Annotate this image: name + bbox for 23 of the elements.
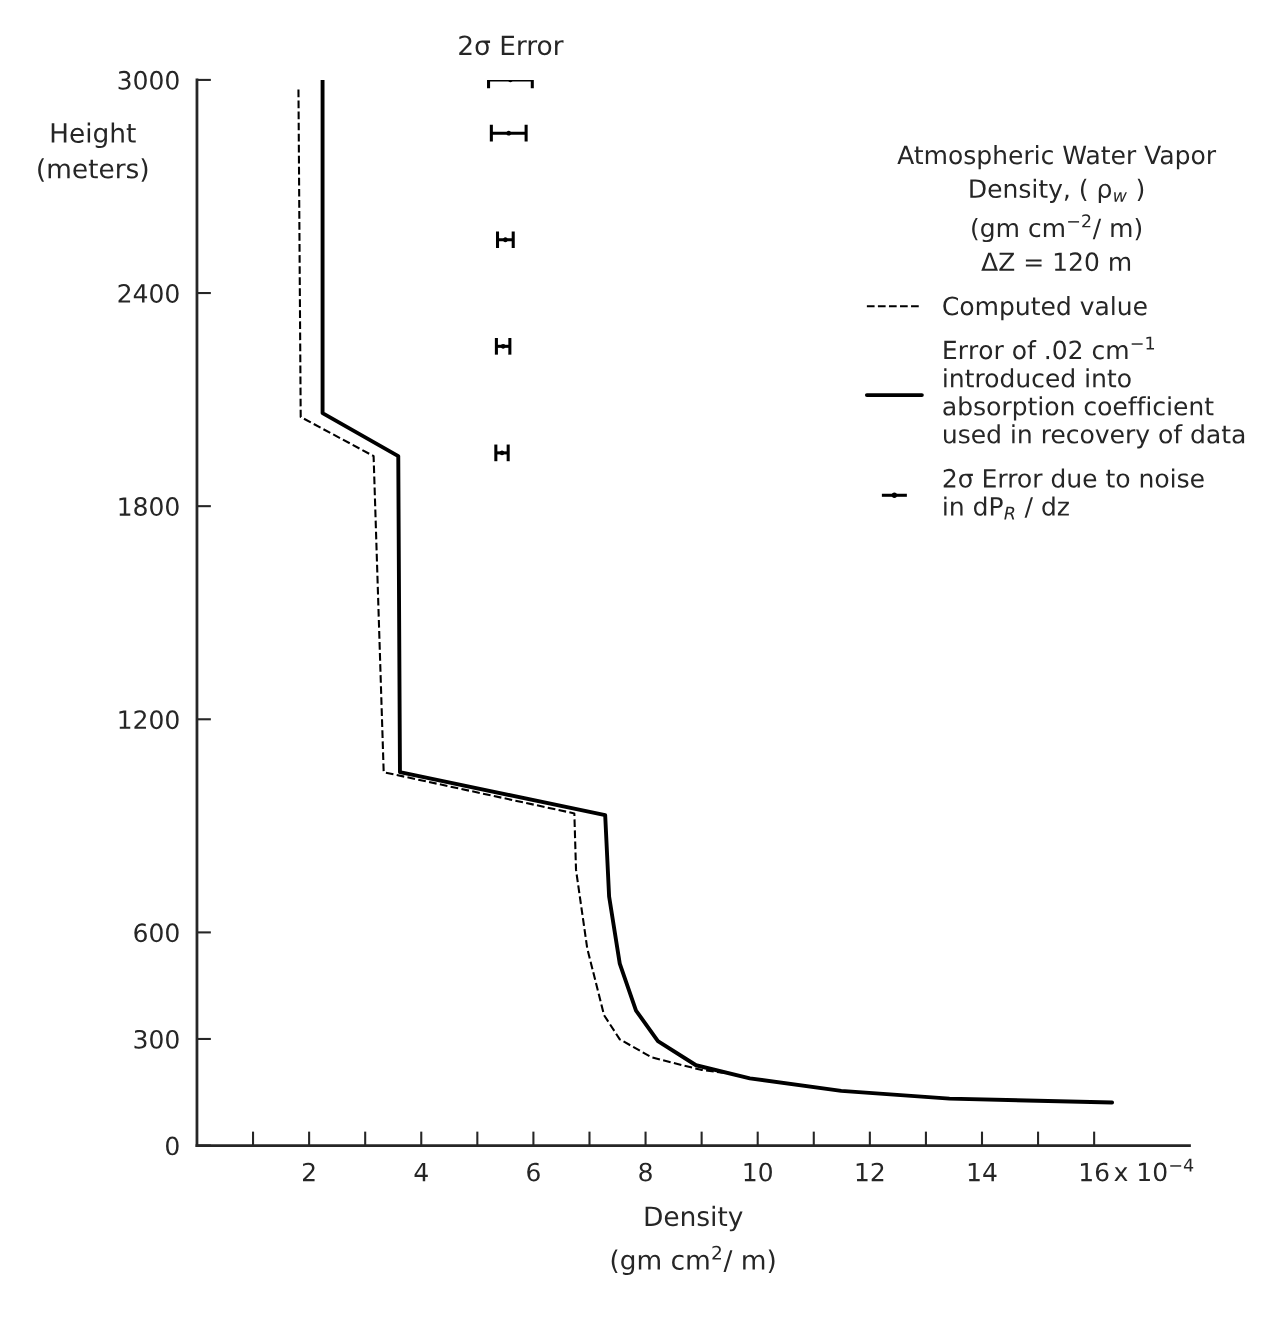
x-tick-label: 10	[744, 1162, 772, 1182]
x-tick-label: 8	[639, 1162, 652, 1182]
legend-label: 2σ Error due to noise in dP$_{R}$ / dz	[943, 468, 1204, 520]
y-tick-label: 1200	[119, 710, 179, 730]
text: 2σ Error	[459, 35, 564, 56]
y-tick-label: 0	[166, 1136, 179, 1156]
text: x 10$^{−4}$	[1114, 1158, 1194, 1182]
x-tick-label: 2	[302, 1162, 315, 1182]
x-tick-label: 6	[527, 1162, 540, 1182]
y-tick-label: 3000	[118, 70, 179, 90]
legend-label: Computed value	[943, 296, 1147, 321]
y-tick-label: 600	[134, 923, 179, 943]
x-tick-label: 16	[1080, 1162, 1109, 1182]
x-axis-title: Density (gm cm$^{2}$/ m)	[611, 1205, 775, 1276]
x-tick-label: 12	[856, 1162, 884, 1182]
x-tick-label: 4	[414, 1162, 428, 1182]
y-tick-label: 2400	[118, 283, 179, 303]
text: Atmospheric Water Vapor Density, ( ρ$_{w}$ ) (gm cm$^{−2}$/ m) ΔZ = 120 m	[897, 145, 1217, 272]
legend-label: Error of .02 cm$^{−1}$ introduced into absorption coefficient used in recovery of data	[943, 336, 1245, 449]
x-tick-label: 14	[968, 1162, 997, 1182]
y-axis-title: Height (meters)	[38, 122, 148, 182]
y-tick-label: 300	[134, 1029, 179, 1049]
y-tick-label: 1800	[119, 497, 179, 517]
